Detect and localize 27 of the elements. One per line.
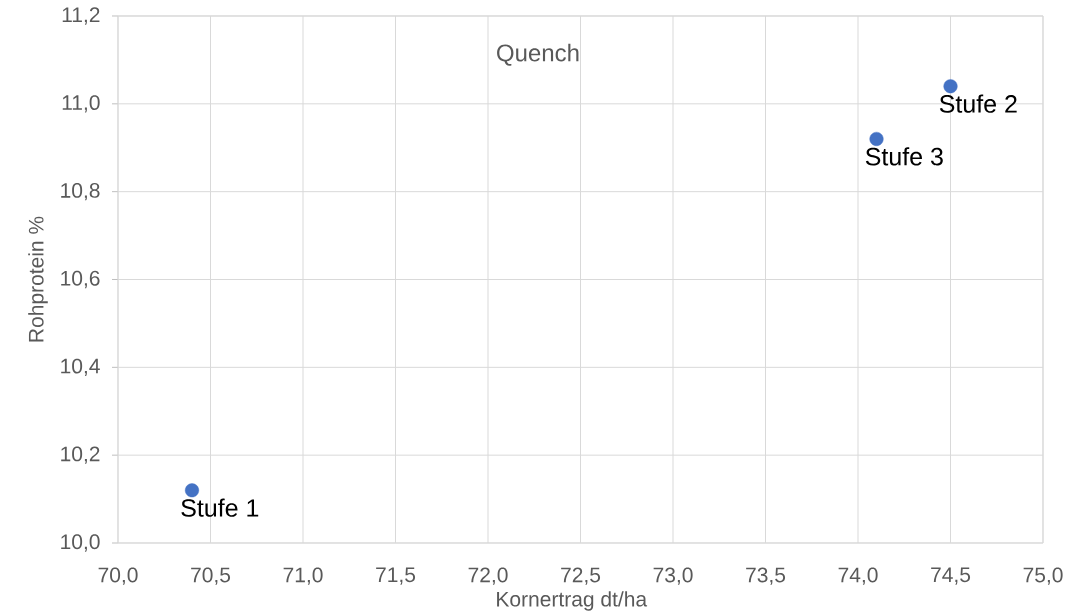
y-tick-label: 11,2 [62, 7, 100, 25]
x-axis-title: Kornertrag dt/ha [497, 591, 648, 611]
x-tick-label: 70,5 [191, 567, 231, 585]
x-tick-label: 73,5 [746, 567, 786, 585]
x-tick-label: 71,0 [283, 567, 323, 585]
annotation: Stufe 1 [181, 498, 259, 517]
x-tick-label: 74,5 [931, 567, 971, 585]
y-tick-label: 10,6 [61, 270, 100, 289]
x-tick-label: 73,0 [653, 567, 693, 585]
y-tick-label: 10,4 [61, 358, 100, 377]
y-tick-label: 10,2 [61, 446, 100, 464]
text: Quench [497, 43, 579, 66]
point [869, 131, 884, 146]
y-tick-label: 11,0 [62, 95, 100, 113]
y-axis-title: Rohprotein % [28, 216, 48, 342]
x-tick-label: 75,0 [1023, 567, 1063, 585]
x-tick-label: 70,0 [98, 567, 138, 585]
x-tick-label: 72,0 [468, 567, 508, 585]
point [185, 483, 199, 498]
x-tick-label: 74,0 [838, 567, 878, 585]
y-tick-label: 10,8 [61, 182, 100, 201]
y-tick-label: 10,0 [61, 534, 100, 552]
x-tick-label: 71,5 [376, 567, 416, 585]
annotation: Stufe 3 [865, 147, 943, 166]
x-tick-label: 72,5 [561, 567, 601, 585]
annotation: Stufe 2 [939, 94, 1017, 113]
point [943, 79, 958, 94]
